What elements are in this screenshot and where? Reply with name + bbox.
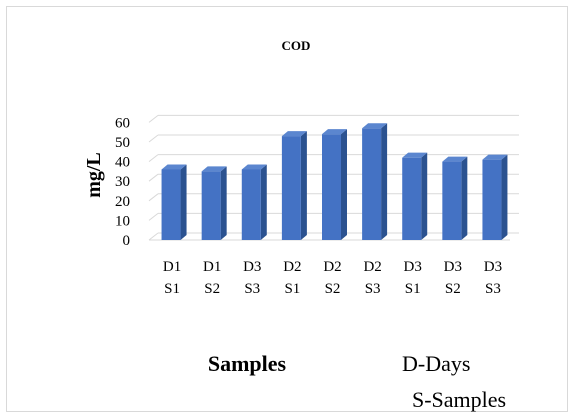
- bar-side: [180, 164, 187, 240]
- bar-front: [241, 169, 261, 240]
- bar-top: [442, 156, 468, 162]
- x-tick-labels: D1 S1 D1 S2 D3 S3 D2 S1 D2 S2 D2 S3 D3 S1 D3 S2 D3 S3: [163, 259, 502, 297]
- x-tick-label: S1: [405, 281, 421, 297]
- gridline-depth: [148, 154, 159, 162]
- chart-title: COD: [282, 38, 311, 53]
- x-tick-label: S1: [164, 281, 180, 297]
- y-tick-label: 30: [115, 174, 130, 190]
- x-tick-label: S1: [284, 281, 300, 297]
- bar-side: [461, 156, 468, 240]
- x-axis-label: Samples: [208, 351, 287, 376]
- bar-side: [341, 129, 347, 240]
- bar-front: [322, 134, 341, 240]
- gridline-depth: [148, 115, 159, 123]
- x-tick-label: S2: [445, 281, 461, 297]
- bar-side: [260, 164, 267, 240]
- bar: [402, 152, 428, 240]
- x-tick-label: D2: [323, 259, 341, 275]
- y-tick-label: 50: [115, 135, 130, 151]
- y-tick-label: 0: [123, 233, 131, 249]
- x-tick-label: D3: [484, 259, 502, 275]
- gridline-depth: [148, 173, 159, 182]
- bar-side: [381, 123, 388, 240]
- bar-top: [362, 123, 388, 129]
- bar-front: [201, 171, 221, 240]
- bar-front: [442, 161, 462, 240]
- legend-note-samples: S-Samples: [412, 387, 506, 412]
- x-tick-label: S3: [485, 281, 501, 297]
- bar-top: [241, 164, 267, 170]
- y-tick-label: 10: [115, 213, 130, 229]
- x-tick-label: D3: [404, 259, 422, 275]
- gridline-depth: [148, 232, 159, 241]
- y-tick-label: 20: [115, 194, 130, 210]
- bar-side: [421, 152, 428, 240]
- x-tick-label: D1: [163, 259, 181, 275]
- bar-front: [161, 169, 181, 240]
- bar-top: [281, 131, 307, 137]
- bar-side: [300, 131, 307, 240]
- y-tick-label: 40: [115, 155, 130, 171]
- x-tick-label: S2: [325, 281, 341, 297]
- y-tick-labels: 0 10 20 30 40 50 60: [115, 115, 130, 249]
- bar-side: [501, 154, 508, 240]
- bar-front: [281, 136, 301, 240]
- x-tick-label: D3: [243, 259, 261, 275]
- bar: [161, 164, 187, 240]
- bar-top: [161, 164, 187, 170]
- bar-top: [322, 129, 347, 135]
- gridline-depth: [148, 193, 159, 202]
- bar-top: [482, 154, 508, 160]
- x-tick-label: D2: [283, 259, 301, 275]
- gridline-depth: [148, 134, 159, 143]
- bar: [322, 129, 347, 240]
- bar: [442, 156, 468, 240]
- x-tick-label: S2: [204, 281, 220, 297]
- x-tick-label: S3: [244, 281, 260, 297]
- gridline-depth: [148, 213, 159, 221]
- bar-top: [201, 166, 227, 172]
- x-tick-label: D1: [203, 259, 221, 275]
- x-tick-label: D3: [444, 259, 462, 275]
- bar: [281, 131, 307, 240]
- bars: [161, 123, 508, 240]
- bar-top: [402, 152, 428, 158]
- y-axis-label: mg/L: [83, 152, 105, 198]
- x-tick-label: S3: [365, 281, 381, 297]
- y-tick-label: 60: [115, 115, 130, 131]
- bar-front: [362, 128, 382, 240]
- x-tick-label: D2: [363, 259, 381, 275]
- bar: [482, 154, 508, 240]
- bar: [362, 123, 388, 240]
- bar-side: [220, 166, 227, 240]
- bar: [201, 166, 227, 240]
- legend-note-days: D-Days: [402, 351, 470, 376]
- bar-front: [482, 159, 502, 240]
- bar-front: [402, 157, 422, 240]
- bar: [241, 164, 267, 240]
